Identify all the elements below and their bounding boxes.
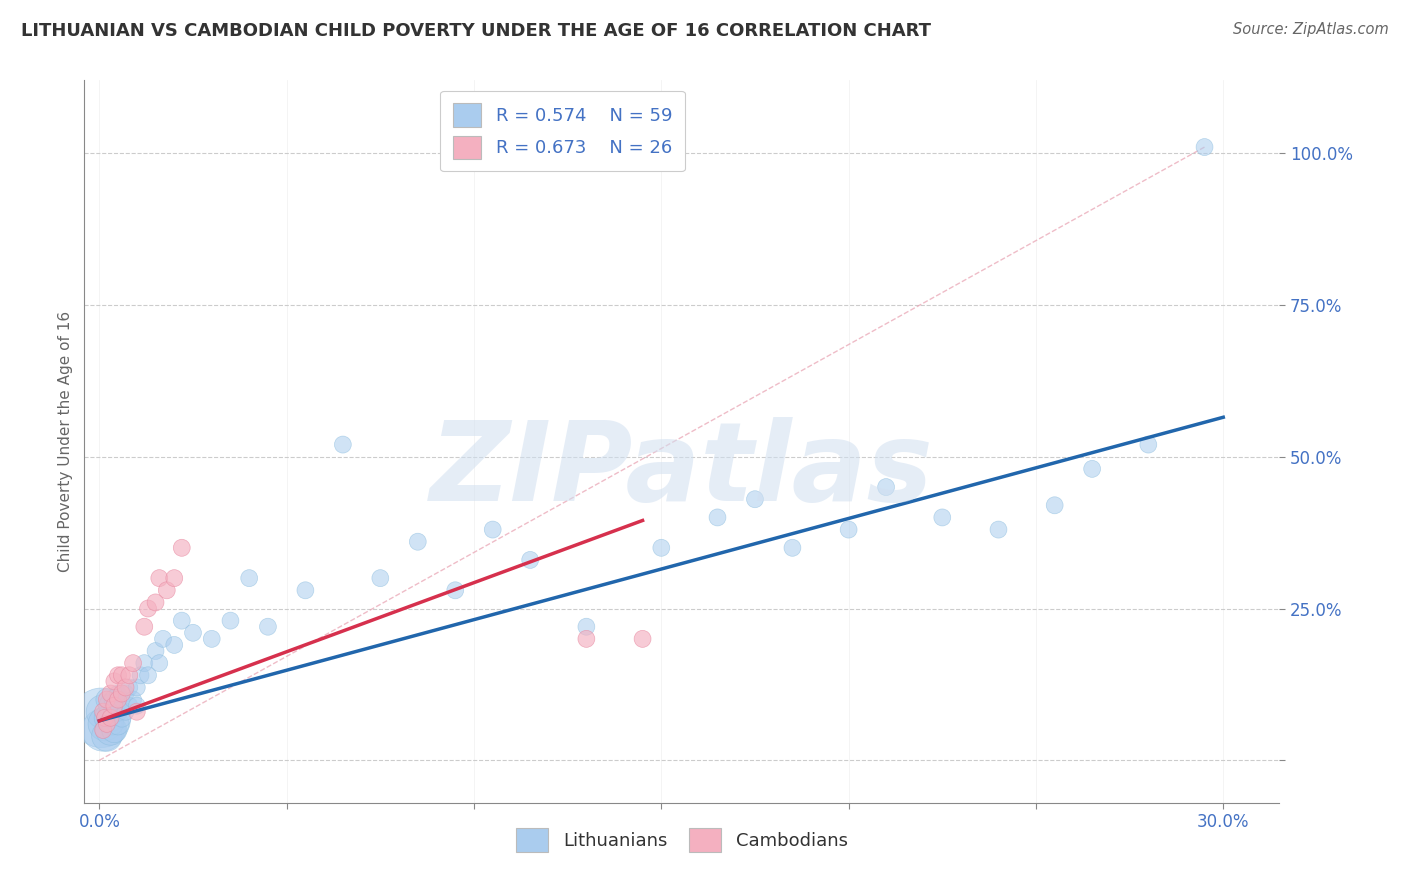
Ellipse shape	[128, 679, 145, 696]
Ellipse shape	[260, 618, 277, 635]
Ellipse shape	[990, 521, 1007, 538]
Ellipse shape	[148, 594, 165, 611]
Ellipse shape	[117, 685, 134, 702]
Ellipse shape	[94, 705, 120, 731]
Ellipse shape	[128, 703, 145, 720]
Ellipse shape	[173, 612, 190, 629]
Ellipse shape	[150, 570, 167, 587]
Text: ZIPatlas: ZIPatlas	[430, 417, 934, 524]
Ellipse shape	[114, 685, 131, 702]
Ellipse shape	[240, 570, 257, 587]
Ellipse shape	[110, 691, 127, 708]
Text: LITHUANIAN VS CAMBODIAN CHILD POVERTY UNDER THE AGE OF 16 CORRELATION CHART: LITHUANIAN VS CAMBODIAN CHILD POVERTY UN…	[21, 22, 931, 40]
Ellipse shape	[578, 618, 595, 635]
Ellipse shape	[89, 706, 122, 741]
Ellipse shape	[103, 709, 120, 726]
Ellipse shape	[91, 721, 122, 751]
Ellipse shape	[94, 703, 111, 720]
Ellipse shape	[86, 695, 120, 729]
Ellipse shape	[173, 540, 190, 557]
Ellipse shape	[114, 667, 131, 684]
Ellipse shape	[98, 691, 115, 708]
Ellipse shape	[877, 479, 894, 496]
Ellipse shape	[166, 636, 183, 654]
Ellipse shape	[222, 612, 239, 629]
Ellipse shape	[484, 521, 501, 538]
Ellipse shape	[104, 701, 125, 723]
Ellipse shape	[105, 698, 122, 714]
Ellipse shape	[709, 509, 725, 526]
Text: Source: ZipAtlas.com: Source: ZipAtlas.com	[1233, 22, 1389, 37]
Ellipse shape	[373, 570, 388, 587]
Ellipse shape	[934, 509, 950, 526]
Ellipse shape	[121, 698, 138, 714]
Ellipse shape	[121, 679, 138, 696]
Ellipse shape	[98, 715, 115, 732]
Ellipse shape	[166, 570, 183, 587]
Ellipse shape	[114, 691, 131, 708]
Ellipse shape	[97, 709, 114, 726]
Ellipse shape	[110, 685, 127, 702]
Ellipse shape	[652, 540, 669, 557]
Ellipse shape	[96, 714, 125, 745]
Ellipse shape	[128, 698, 145, 714]
Ellipse shape	[96, 689, 118, 711]
Ellipse shape	[522, 551, 538, 568]
Ellipse shape	[125, 691, 142, 708]
Ellipse shape	[97, 704, 124, 731]
Ellipse shape	[108, 702, 128, 721]
Ellipse shape	[634, 631, 651, 648]
Y-axis label: Child Poverty Under the Age of 16: Child Poverty Under the Age of 16	[58, 311, 73, 572]
Ellipse shape	[148, 642, 165, 659]
Ellipse shape	[841, 521, 858, 538]
Ellipse shape	[159, 582, 176, 599]
Ellipse shape	[578, 631, 595, 648]
Ellipse shape	[101, 717, 127, 743]
Ellipse shape	[94, 722, 111, 739]
Ellipse shape	[103, 685, 120, 702]
Ellipse shape	[335, 436, 352, 453]
Ellipse shape	[139, 667, 156, 684]
Ellipse shape	[150, 655, 167, 672]
Ellipse shape	[121, 667, 138, 684]
Ellipse shape	[1084, 460, 1101, 477]
Ellipse shape	[155, 631, 172, 648]
Ellipse shape	[1140, 436, 1157, 453]
Ellipse shape	[447, 582, 464, 599]
Ellipse shape	[139, 600, 156, 617]
Ellipse shape	[297, 582, 314, 599]
Ellipse shape	[136, 655, 153, 672]
Ellipse shape	[82, 708, 124, 751]
Ellipse shape	[785, 540, 801, 557]
Ellipse shape	[184, 624, 201, 641]
Ellipse shape	[132, 667, 149, 684]
Ellipse shape	[409, 533, 426, 550]
Ellipse shape	[72, 688, 131, 747]
Ellipse shape	[112, 708, 131, 727]
Ellipse shape	[104, 690, 125, 710]
Ellipse shape	[98, 694, 122, 717]
Ellipse shape	[125, 655, 142, 672]
Ellipse shape	[1046, 497, 1063, 514]
Ellipse shape	[105, 673, 122, 690]
Ellipse shape	[1197, 138, 1213, 155]
Ellipse shape	[101, 713, 124, 735]
Ellipse shape	[117, 703, 134, 720]
Ellipse shape	[204, 631, 221, 648]
Ellipse shape	[107, 713, 129, 735]
Ellipse shape	[747, 491, 763, 508]
Legend: Lithuanians, Cambodians: Lithuanians, Cambodians	[509, 822, 855, 859]
Ellipse shape	[136, 618, 153, 635]
Ellipse shape	[110, 667, 127, 684]
Ellipse shape	[117, 679, 134, 696]
